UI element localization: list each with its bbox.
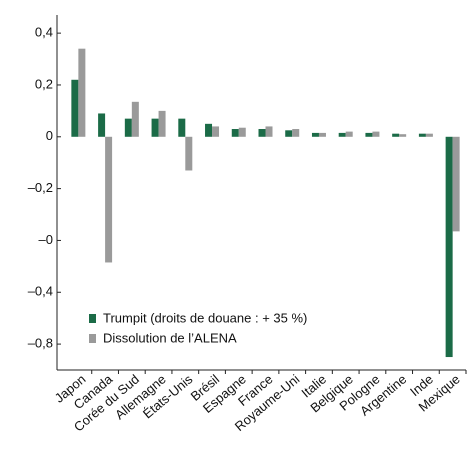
bar bbox=[452, 136, 460, 232]
bar bbox=[338, 132, 346, 137]
bar bbox=[265, 126, 273, 137]
bar bbox=[392, 133, 400, 137]
bar bbox=[311, 132, 319, 137]
legend-swatch bbox=[89, 334, 96, 343]
bar bbox=[178, 118, 186, 137]
bar bbox=[399, 134, 407, 137]
bar bbox=[124, 118, 132, 137]
bar bbox=[292, 129, 300, 137]
y-tick-label: 0,2 bbox=[35, 76, 53, 91]
y-tick-label: 0 bbox=[46, 128, 53, 143]
bar bbox=[285, 130, 293, 137]
bar bbox=[151, 118, 159, 137]
bar bbox=[318, 132, 326, 137]
bar bbox=[185, 136, 193, 171]
y-tick-label: –0,2 bbox=[28, 180, 53, 195]
bar bbox=[71, 79, 79, 137]
y-tick-label: 0,4 bbox=[35, 25, 53, 40]
bar bbox=[365, 132, 373, 137]
bar bbox=[231, 129, 239, 137]
bar bbox=[425, 133, 433, 137]
bar bbox=[205, 123, 213, 137]
bar bbox=[238, 127, 246, 137]
legend-label: Trumpit (droits de douane : + 35 %) bbox=[103, 310, 307, 325]
bar bbox=[372, 131, 380, 137]
bar bbox=[445, 136, 453, 358]
y-tick-label: –0 bbox=[39, 232, 53, 247]
y-tick-label: –0,4 bbox=[28, 284, 53, 299]
bar bbox=[258, 129, 266, 137]
bar bbox=[418, 133, 426, 137]
legend-label: Dissolution de l’ALENA bbox=[103, 330, 237, 345]
bar bbox=[345, 131, 353, 137]
bar bbox=[131, 101, 139, 137]
y-tick-label: –0,8 bbox=[28, 336, 53, 351]
legend-swatch bbox=[89, 314, 96, 323]
bar bbox=[212, 126, 220, 137]
bar bbox=[78, 48, 86, 137]
bar bbox=[158, 110, 166, 137]
bar bbox=[105, 136, 113, 263]
bar bbox=[98, 113, 106, 137]
